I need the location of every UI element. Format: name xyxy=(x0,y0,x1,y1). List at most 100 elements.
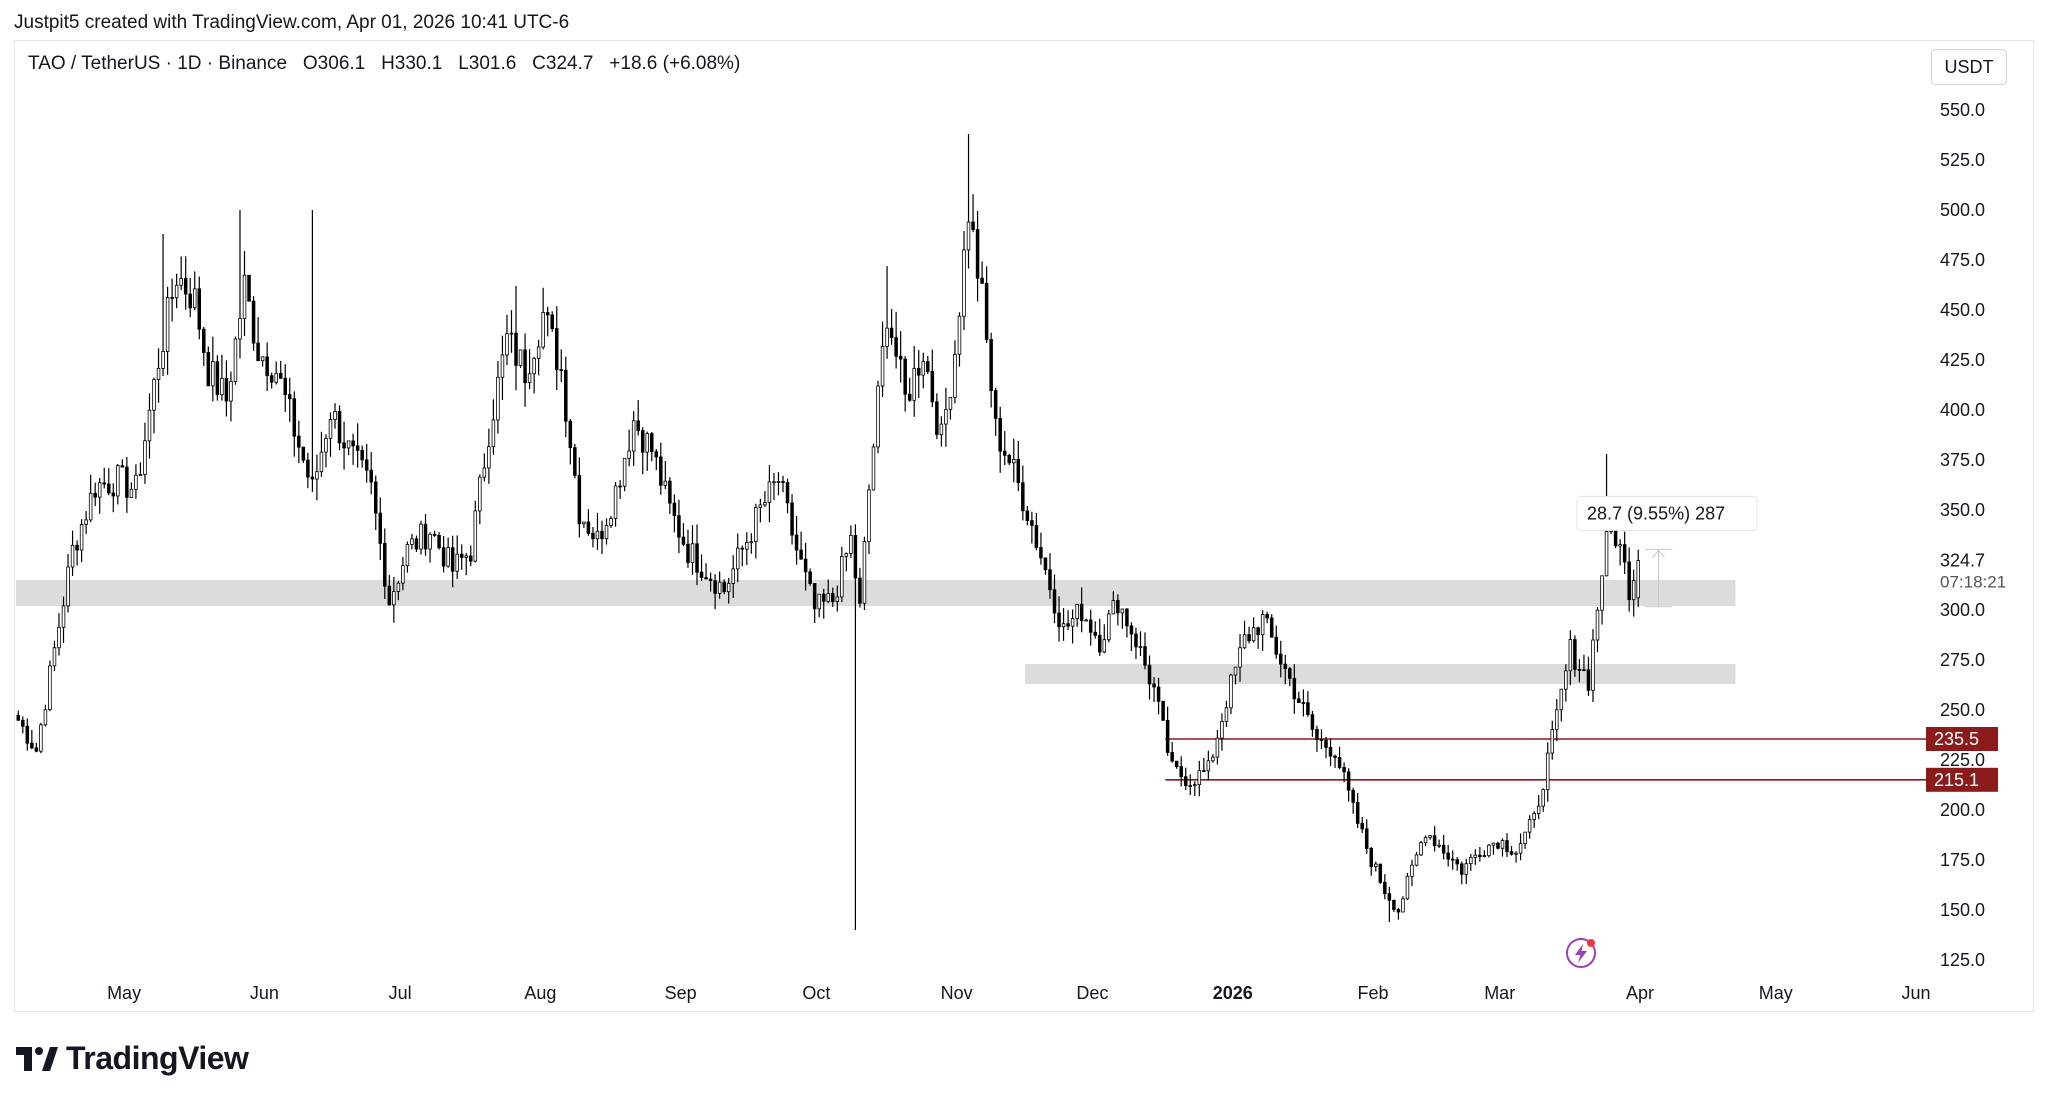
candle[interactable] xyxy=(1600,575,1604,625)
candle[interactable] xyxy=(1559,688,1564,722)
candle[interactable] xyxy=(650,432,654,462)
candle[interactable] xyxy=(1496,841,1500,850)
candle[interactable] xyxy=(1591,629,1595,703)
candle[interactable] xyxy=(428,532,432,563)
candle[interactable] xyxy=(21,716,25,734)
candle[interactable] xyxy=(1215,729,1220,765)
candle[interactable] xyxy=(192,271,197,311)
candle[interactable] xyxy=(1564,664,1568,702)
candle[interactable] xyxy=(1405,872,1410,901)
candle[interactable] xyxy=(1134,627,1138,660)
candle[interactable] xyxy=(342,421,346,470)
candle[interactable] xyxy=(749,533,754,554)
candle[interactable] xyxy=(107,468,111,496)
candle[interactable] xyxy=(174,273,179,309)
candle[interactable] xyxy=(1211,754,1215,763)
candle[interactable] xyxy=(1283,654,1288,685)
candle[interactable] xyxy=(962,231,966,331)
candle[interactable] xyxy=(1265,611,1269,624)
candle[interactable] xyxy=(39,722,43,754)
candle[interactable] xyxy=(1174,760,1179,769)
candle[interactable] xyxy=(831,587,835,607)
level-price-tag[interactable] xyxy=(1926,767,1998,792)
candle[interactable] xyxy=(75,540,79,566)
candle[interactable] xyxy=(1374,861,1378,872)
candle[interactable] xyxy=(1428,834,1432,840)
candle[interactable] xyxy=(1147,655,1152,700)
candle[interactable] xyxy=(1292,664,1297,714)
candle[interactable] xyxy=(690,525,695,575)
measure-label-box[interactable] xyxy=(1576,495,1758,531)
candle[interactable] xyxy=(43,704,48,727)
candle[interactable] xyxy=(998,406,1002,473)
candle[interactable] xyxy=(1351,787,1355,814)
candle[interactable] xyxy=(34,742,39,753)
candle[interactable] xyxy=(464,553,469,576)
support-zone[interactable] xyxy=(16,580,1736,606)
candle[interactable] xyxy=(1464,858,1469,884)
candle[interactable] xyxy=(102,467,106,489)
candle[interactable] xyxy=(1392,899,1396,912)
candle[interactable] xyxy=(242,250,247,336)
candle[interactable] xyxy=(179,256,183,290)
candle[interactable] xyxy=(197,276,202,340)
candle[interactable] xyxy=(505,314,509,366)
candle[interactable] xyxy=(975,211,980,302)
candle[interactable] xyxy=(152,377,156,434)
candle[interactable] xyxy=(1043,557,1048,575)
candle[interactable] xyxy=(776,472,781,496)
candle[interactable] xyxy=(97,477,102,514)
candle[interactable] xyxy=(478,474,482,525)
candle[interactable] xyxy=(939,416,944,447)
candle[interactable] xyxy=(840,546,844,603)
candle[interactable] xyxy=(1536,794,1541,820)
candle[interactable] xyxy=(803,542,808,591)
candle[interactable] xyxy=(1066,610,1070,631)
candle[interactable] xyxy=(631,411,636,467)
candle[interactable] xyxy=(926,355,930,375)
candle[interactable] xyxy=(1179,756,1183,787)
candle[interactable] xyxy=(930,349,935,408)
candle[interactable] xyxy=(310,210,315,492)
candle[interactable] xyxy=(251,296,256,351)
candle[interactable] xyxy=(432,530,437,537)
candle[interactable] xyxy=(957,312,962,367)
candle[interactable] xyxy=(1269,614,1274,638)
candle[interactable] xyxy=(672,494,677,533)
candle[interactable] xyxy=(1523,831,1527,849)
candle[interactable] xyxy=(333,403,337,429)
candle[interactable] xyxy=(1319,729,1324,750)
candle[interactable] xyxy=(1183,767,1188,791)
candle[interactable] xyxy=(898,331,903,383)
candle[interactable] xyxy=(916,350,921,399)
candle[interactable] xyxy=(360,445,364,468)
candle[interactable] xyxy=(283,364,287,412)
candle[interactable] xyxy=(1120,608,1125,629)
candle[interactable] xyxy=(699,554,704,582)
candle[interactable] xyxy=(695,524,699,586)
candle[interactable] xyxy=(1052,574,1057,624)
candle[interactable] xyxy=(1636,549,1640,607)
candle[interactable] xyxy=(1288,666,1292,687)
candle[interactable] xyxy=(984,266,989,344)
candle[interactable] xyxy=(763,491,767,507)
candle[interactable] xyxy=(369,452,373,495)
candle[interactable] xyxy=(1188,774,1193,796)
candle[interactable] xyxy=(867,484,871,555)
candle[interactable] xyxy=(170,278,174,322)
candle[interactable] xyxy=(1116,594,1120,626)
candle[interactable] xyxy=(1224,700,1229,727)
candle[interactable] xyxy=(1622,531,1627,575)
candle[interactable] xyxy=(885,266,889,359)
candle[interactable] xyxy=(989,332,993,408)
candle[interactable] xyxy=(858,567,862,608)
candle[interactable] xyxy=(1555,698,1559,741)
candle[interactable] xyxy=(980,261,984,285)
candle[interactable] xyxy=(134,464,138,499)
candle[interactable] xyxy=(1532,811,1536,828)
candle[interactable] xyxy=(1618,539,1622,566)
candle[interactable] xyxy=(1469,853,1473,871)
candle[interactable] xyxy=(659,442,663,495)
candle[interactable] xyxy=(663,461,668,489)
candle[interactable] xyxy=(636,400,640,436)
